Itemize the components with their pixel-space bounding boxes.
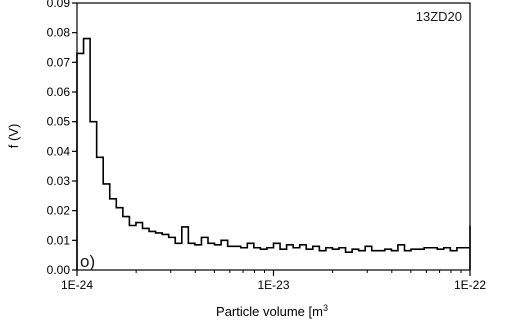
x-tick-label: 1E-23 [257, 278, 289, 292]
x-axis: 1E-24 1E-23 1E-22 [61, 270, 486, 292]
y-tick-label: 0.02 [47, 204, 71, 218]
y-tick-label: 0.08 [47, 26, 71, 40]
series-layer [76, 37, 471, 270]
x-tick-label: 1E-22 [454, 278, 486, 292]
sample-label: 13ZD20 [416, 9, 462, 24]
plot-frame [76, 2, 471, 271]
x-axis-title: Particle volume [m3 [216, 303, 328, 319]
y-tick-label: 0.00 [47, 263, 71, 277]
y-axis: 0.00 0.01 0.02 0.03 0.04 0.05 0.06 0.07 0.08 0.09 [47, 0, 77, 277]
plot-border [76, 2, 471, 271]
y-tick-label: 0.01 [47, 233, 71, 247]
y-tick-label: 0.03 [47, 174, 71, 188]
histogram-step-line [76, 37, 471, 270]
y-tick-label: 0.04 [47, 144, 71, 158]
y-tick-label: 0.05 [47, 115, 71, 129]
y-axis-title: f (V) [6, 124, 21, 149]
y-tick-label: 0.09 [47, 0, 71, 10]
y-tick-label: 0.06 [47, 85, 71, 99]
panel-label: o) [80, 252, 95, 271]
x-tick-label: 1E-24 [61, 278, 93, 292]
y-tick-label: 0.07 [47, 55, 71, 69]
